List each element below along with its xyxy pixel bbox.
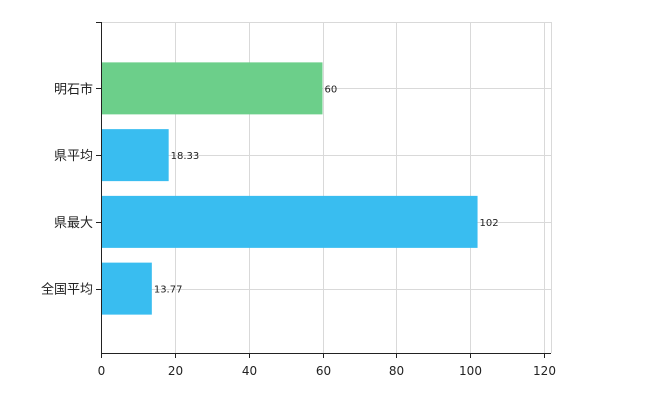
data-label-4: 13.77 xyxy=(154,285,183,296)
x-tick-label-120: 120 xyxy=(533,364,556,378)
category-label-4: 全国平均 xyxy=(41,282,93,298)
x-tick-label-100: 100 xyxy=(459,364,482,378)
category-label-2: 県平均 xyxy=(54,149,93,164)
data-label-1: 60 xyxy=(325,84,338,95)
x-tick-label-0: 0 xyxy=(98,364,106,378)
x-tick-label-60: 60 xyxy=(316,364,331,378)
bar-1 xyxy=(101,62,323,115)
labels-group: 60 明石市 18.33 県平均 102 県最大 13.77 全国平均 0 20 40 60 80 100… xyxy=(41,81,556,378)
axes-group xyxy=(96,22,551,358)
x-tick-label-20: 20 xyxy=(168,364,183,378)
x-tick-label-40: 40 xyxy=(242,364,257,378)
category-label-3: 県最大 xyxy=(54,216,93,231)
bars-group xyxy=(101,62,478,315)
bar-2 xyxy=(101,129,169,182)
bar-3 xyxy=(101,195,478,248)
data-label-2: 18.33 xyxy=(171,151,200,162)
category-label-1: 明石市 xyxy=(54,81,93,97)
x-tick-label-80: 80 xyxy=(389,364,404,378)
data-label-3: 102 xyxy=(480,218,499,229)
bar-4 xyxy=(101,262,152,315)
